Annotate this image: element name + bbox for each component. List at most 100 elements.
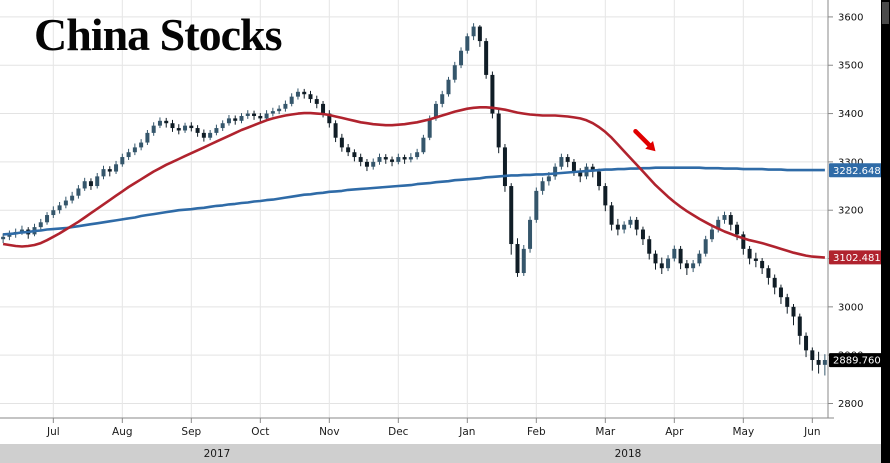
x-axis-year-band <box>0 444 890 463</box>
x-axis-year-label: 2018 <box>615 448 642 460</box>
candle-body <box>684 263 689 269</box>
candle-body <box>766 268 771 278</box>
candle-body <box>252 113 257 116</box>
arrow-head <box>645 141 656 152</box>
candle-body <box>446 79 451 95</box>
candle-body <box>709 229 714 240</box>
candle-body <box>1 236 6 240</box>
candle-body <box>195 128 200 133</box>
candle-body <box>101 169 106 177</box>
candle-body <box>703 239 708 254</box>
x-axis-month-label: Nov <box>319 426 340 438</box>
y-axis-tick-label: 3500 <box>838 61 863 72</box>
right-scrollbar[interactable] <box>881 0 890 463</box>
candle-body <box>63 200 68 206</box>
candle-body <box>678 248 683 264</box>
candle-body <box>502 147 507 187</box>
y-axis-tick-label: 3600 <box>838 12 863 23</box>
candle-body <box>628 219 633 225</box>
candle-body <box>208 132 213 138</box>
arrow-shaft <box>633 129 653 149</box>
annotation-arrow <box>631 127 657 153</box>
candle-body <box>459 50 464 66</box>
x-axis-month-label: May <box>732 426 754 438</box>
candle-body <box>377 157 382 162</box>
candle-body <box>402 157 407 160</box>
candle-body <box>590 166 595 172</box>
price-tag-box <box>829 163 882 178</box>
candle-body <box>672 248 677 259</box>
candle-body <box>553 166 558 177</box>
candle-body <box>747 248 752 259</box>
candle-body <box>302 91 307 95</box>
candle-body <box>226 118 231 124</box>
candle-body <box>691 263 696 269</box>
candle-body <box>559 157 564 167</box>
x-axis-month-label: Apr <box>665 426 684 438</box>
x-axis-month-label: Dec <box>388 426 409 438</box>
candle-body <box>477 26 482 42</box>
candle-body <box>95 176 100 187</box>
candle-body <box>371 161 376 167</box>
candle-body <box>126 152 131 158</box>
candle-body <box>653 253 658 264</box>
price-tag-red-ma: 3102.481 <box>829 250 882 265</box>
candle-body <box>816 360 821 365</box>
candle-body <box>622 224 627 230</box>
candle-body <box>396 157 401 162</box>
candle-body <box>114 164 119 172</box>
candle-body <box>741 234 746 249</box>
x-axis-month-label: Oct <box>251 426 269 438</box>
candle-body <box>352 152 357 158</box>
candle-body <box>239 115 244 121</box>
candle-body <box>804 335 809 351</box>
price-tag-box <box>829 353 882 368</box>
candle-body <box>120 157 125 165</box>
x-axis-month-label: Jan <box>458 426 475 438</box>
candle-body <box>521 248 526 274</box>
x-axis-month-label: Jul <box>46 426 60 438</box>
candle-body <box>797 316 802 336</box>
candle-body <box>440 94 445 104</box>
candle-body <box>716 219 721 230</box>
candle-body <box>157 120 162 126</box>
y-axis-tick-label: 3200 <box>838 206 863 217</box>
candle-body <box>634 219 639 230</box>
candle-body <box>201 132 206 138</box>
candle-body <box>722 215 727 220</box>
candle-body <box>333 123 338 138</box>
candle-body <box>822 360 827 365</box>
candle-body <box>132 147 137 153</box>
scrollbar-thumb[interactable] <box>882 2 889 24</box>
price-tag-label: 2889.760 <box>833 356 881 367</box>
candle-body <box>295 91 300 97</box>
candle-body <box>264 113 269 119</box>
candle-body <box>339 137 344 148</box>
candle-body <box>778 287 783 298</box>
candle-body <box>408 157 413 160</box>
candle-body <box>697 253 702 264</box>
x-axis-month-label: Jun <box>803 426 820 438</box>
candle-body <box>735 224 740 235</box>
y-axis-tick-label: 3400 <box>838 109 863 120</box>
candle-body <box>82 181 87 189</box>
candle-body <box>164 120 169 124</box>
candle-body <box>753 258 758 261</box>
candle-body <box>772 277 777 288</box>
candle-body <box>640 229 645 240</box>
candle-body <box>421 137 426 153</box>
candle-body <box>603 186 608 206</box>
candle-body <box>214 128 219 133</box>
candle-body <box>233 118 238 121</box>
candle-body <box>597 171 602 187</box>
candle-body <box>19 229 24 232</box>
candle-body <box>289 96 294 104</box>
candle-body <box>659 263 664 269</box>
price-tag-box <box>829 250 882 265</box>
candle-body <box>571 161 576 172</box>
x-axis-month-label: Mar <box>595 426 615 438</box>
candle-body <box>615 224 620 230</box>
candle-body <box>810 350 815 361</box>
candle-body <box>327 113 332 124</box>
